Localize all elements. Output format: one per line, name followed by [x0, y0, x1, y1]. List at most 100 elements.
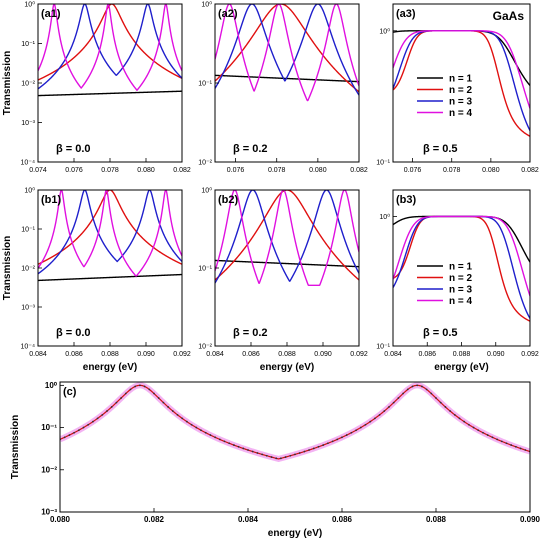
series-marker — [87, 423, 90, 426]
series-marker — [190, 423, 193, 426]
legend-entry: n = 4 — [449, 108, 473, 119]
series-marker — [294, 453, 296, 456]
x-tick-label: 0.074 — [29, 167, 47, 174]
y-axis-label: Transmission — [10, 415, 21, 479]
series-marker — [218, 438, 221, 441]
series-marker — [139, 384, 141, 387]
series-marker — [463, 420, 466, 423]
series-line-n=4 — [393, 30, 530, 109]
x-tick-label: 0.088 — [101, 351, 119, 358]
series-marker — [378, 413, 381, 416]
x-tick-label: 0.090 — [137, 351, 155, 358]
series-marker — [397, 397, 400, 399]
series-marker — [496, 438, 498, 441]
x-tick-label: 0.078 — [101, 167, 119, 174]
plot-frame — [392, 3, 531, 163]
series-marker — [298, 452, 301, 454]
series-marker — [322, 444, 325, 446]
series-marker — [124, 392, 127, 395]
series-marker — [374, 417, 376, 420]
series-marker — [214, 436, 217, 439]
series-marker — [256, 452, 259, 454]
x-axis-label: energy (eV) — [83, 362, 137, 373]
series-marker — [265, 454, 268, 457]
y-tick-label: 10⁻² — [21, 81, 35, 88]
legend-entry: n = 2 — [449, 85, 473, 96]
series-marker — [430, 392, 433, 395]
series-marker — [486, 434, 489, 436]
series-marker — [106, 410, 108, 412]
series-marker — [383, 410, 386, 412]
y-tick-label: 10⁻¹ — [198, 266, 212, 273]
panel-a2: 0.076 0.078 0.080 0.082 10⁻² 10⁻¹ 10⁰ (a2) β = 0… — [198, 1, 368, 175]
y-tick-label: 10⁻³ — [21, 120, 35, 127]
x-tick-label: 0.084 — [206, 351, 224, 358]
series-marker — [280, 457, 282, 460]
x-tick-label: 0.082 — [521, 167, 539, 174]
panel-c: 0.080 0.082 0.084 0.086 0.088 0.090 10⁻³ 10⁻² 10… — [10, 381, 541, 539]
series-marker — [153, 392, 155, 395]
y-tick-label: 10⁻³ — [21, 305, 35, 312]
series-marker — [204, 431, 207, 434]
series-line-n=3 — [215, 4, 359, 96]
series-marker — [510, 444, 513, 446]
series-line-n=3 — [215, 190, 359, 284]
series-marker — [411, 385, 414, 388]
y-tick-label: 10⁰ — [24, 187, 35, 195]
x-tick-label: 0.086 — [242, 351, 260, 358]
series-marker — [247, 449, 249, 451]
series-line-n=3 — [38, 190, 182, 275]
x-axis-label: energy (eV) — [268, 528, 322, 539]
series-marker — [468, 423, 470, 426]
series-group — [393, 215, 530, 322]
series-marker — [289, 454, 292, 457]
y-tick-label: 10⁻² — [198, 160, 212, 167]
y-tick-label: 10⁰ — [201, 187, 212, 195]
y-tick-label: 10⁻² — [198, 344, 212, 351]
y-tick-label: 10⁻¹ — [41, 423, 57, 432]
legend-entry: n = 3 — [449, 285, 473, 296]
panel-a3: 0.076 0.078 0.080 0.082 10⁻¹ 10⁰ (a3) β = 0.5 Ga… — [376, 3, 539, 174]
y-axis-label: Transmission — [2, 236, 13, 300]
series-marker — [491, 436, 494, 439]
series-marker — [500, 440, 503, 443]
y-tick-label: 10⁻³ — [41, 508, 57, 517]
series-marker — [359, 426, 362, 429]
series-marker — [519, 447, 522, 450]
y-tick-label: 10⁻¹ — [376, 160, 390, 167]
panel-label: (b2) — [218, 194, 239, 206]
series-group — [215, 190, 359, 286]
series-marker — [167, 406, 170, 408]
series-marker — [270, 456, 273, 458]
panel-b1: 0.084 0.086 0.088 0.090 0.092 10⁻⁴ 10⁻³ 10⁻² 10⁻… — [2, 187, 191, 374]
legend-entry: n = 4 — [449, 296, 473, 307]
x-tick-label: 0.088 — [278, 351, 296, 358]
x-tick-label: 0.080 — [50, 515, 71, 524]
x-tick-label: 0.080 — [482, 167, 500, 174]
series-marker — [369, 420, 372, 423]
series-marker — [233, 444, 235, 446]
x-tick-label: 0.088 — [453, 351, 471, 358]
series-marker — [421, 385, 423, 388]
y-tick-label: 10⁰ — [379, 213, 390, 221]
x-axis-label: energy (eV) — [260, 362, 314, 373]
series-marker — [336, 438, 339, 441]
series-marker — [134, 385, 137, 388]
series-line-n=4 — [38, 4, 182, 91]
series-marker — [251, 450, 254, 453]
x-tick-label: 0.082 — [173, 167, 191, 174]
series-marker — [482, 431, 484, 434]
y-tick-label: 10⁰ — [45, 381, 58, 390]
series-marker — [449, 410, 451, 412]
x-tick-label: 0.084 — [29, 351, 47, 358]
series-marker — [181, 417, 184, 420]
series-marker — [129, 388, 132, 391]
legend-entry: n = 2 — [449, 273, 473, 284]
beta-label: β = 0.5 — [423, 327, 458, 339]
y-tick-label: 10⁻¹ — [198, 81, 212, 88]
series-marker — [406, 388, 409, 391]
series-marker — [101, 413, 104, 416]
series-marker — [195, 426, 198, 429]
y-tick-label: 10⁻⁴ — [21, 160, 36, 167]
series-marker — [92, 420, 94, 423]
